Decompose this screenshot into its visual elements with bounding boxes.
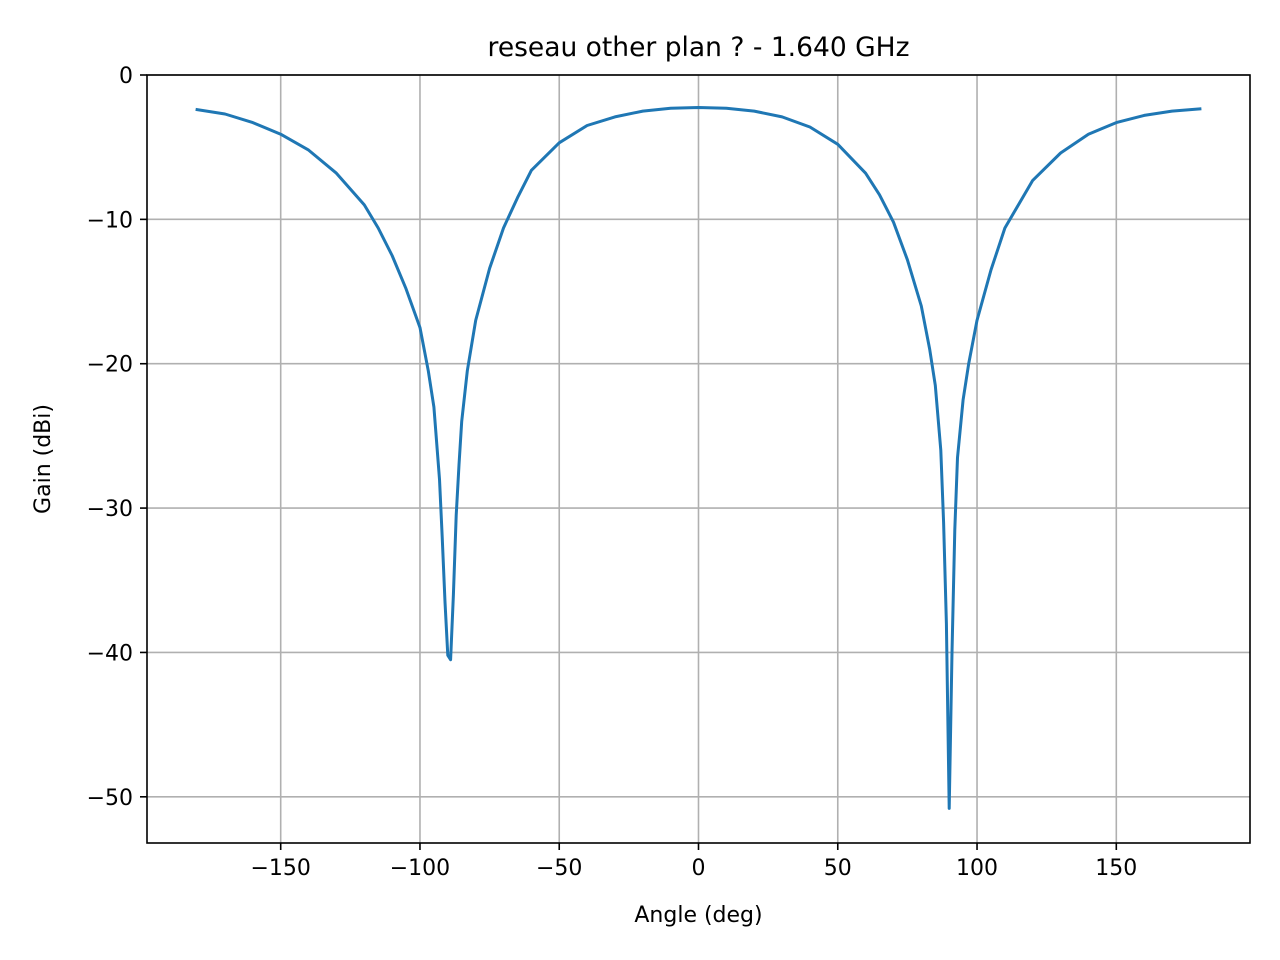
grid [147, 74, 1250, 843]
y-tick-label: −50 [87, 786, 133, 811]
y-tick-label: −10 [87, 208, 133, 233]
chart-title: reseau other plan ? - 1.640 GHz [488, 32, 910, 63]
x-tick-label: −50 [536, 856, 582, 881]
x-tick-label: −150 [250, 856, 310, 881]
x-tick-label: 150 [1095, 856, 1137, 881]
x-tick-label: 0 [692, 856, 706, 881]
ticks: −150 −100 −50 0 50 100 150 0 −10 −20 −30 −40 −50 [87, 64, 1138, 881]
x-tick-label: 50 [824, 856, 852, 881]
series-line [195, 106, 1202, 810]
y-tick-label: 0 [119, 64, 133, 89]
x-tick-label: 100 [956, 856, 998, 881]
y-tick-label: −40 [87, 641, 133, 666]
y-axis-label: Gain (dBi) [31, 404, 56, 514]
series-layer [195, 106, 1202, 810]
x-tick-label: −100 [390, 856, 450, 881]
y-tick-label: −30 [87, 497, 133, 522]
x-axis-label: Angle (deg) [634, 903, 762, 928]
y-tick-label: −20 [87, 353, 133, 378]
